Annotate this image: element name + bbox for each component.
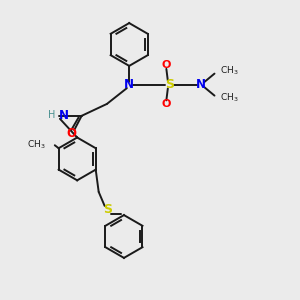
- Text: N: N: [124, 78, 134, 91]
- Text: O: O: [66, 127, 76, 140]
- Text: CH$_3$: CH$_3$: [220, 65, 239, 77]
- Text: CH$_3$: CH$_3$: [27, 139, 45, 152]
- Text: H: H: [47, 110, 55, 120]
- Text: CH$_3$: CH$_3$: [220, 92, 239, 104]
- Text: N: N: [59, 109, 69, 122]
- Text: O: O: [162, 99, 171, 109]
- Text: N: N: [196, 78, 206, 91]
- Text: S: S: [165, 78, 174, 91]
- Text: S: S: [103, 203, 112, 216]
- Text: O: O: [162, 60, 171, 70]
